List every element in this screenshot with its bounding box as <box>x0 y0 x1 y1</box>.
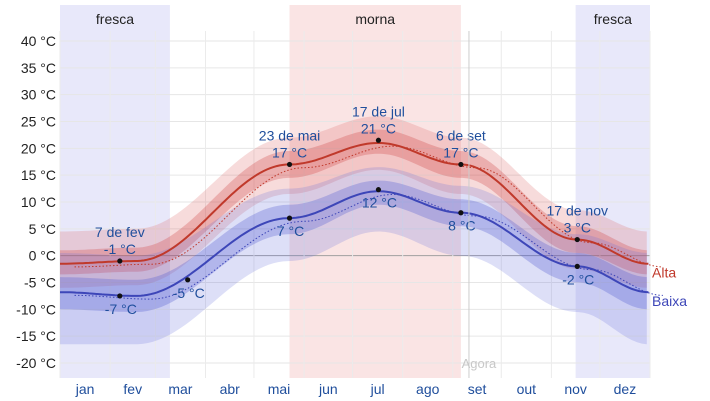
season-label-2: fresca <box>594 11 632 27</box>
band-wide-alta <box>60 116 647 288</box>
y-tick-9: -5 °C <box>24 275 56 291</box>
season-label-0: fresca <box>96 11 134 27</box>
series-dotted-alta <box>74 145 663 268</box>
x-tick-dez: dez <box>614 381 637 397</box>
y-tick-5: 15 °C <box>21 167 56 183</box>
annotation-point-1 <box>117 293 123 299</box>
x-tick-ago: ago <box>416 381 440 397</box>
x-tick-abr: abr <box>220 381 241 397</box>
annotation-point-8 <box>458 210 464 216</box>
annotation-value-7: 17 °C <box>443 144 478 160</box>
x-tick-jul: jul <box>370 381 385 397</box>
x-tick-nov: nov <box>564 381 587 397</box>
annotation-point-9 <box>574 236 580 243</box>
now-marker: Agora <box>462 31 497 378</box>
annotation-point-0 <box>117 258 123 264</box>
band-wide-baixa <box>60 167 647 345</box>
annotation-date-3: 23 de mai <box>259 127 320 143</box>
season-band-2 <box>575 5 650 378</box>
annotation-value-0: -1 °C <box>104 241 136 257</box>
x-tick-fev: fev <box>123 381 142 397</box>
x-axis-month-ticks: jan fev mar abr mai jun jul ago set out nov dez <box>75 381 637 397</box>
annotation-value-3: 17 °C <box>272 144 307 160</box>
y-tick-12: -20 °C <box>16 355 56 371</box>
x-tick-out: out <box>517 381 537 397</box>
y-tick-6: 10 °C <box>21 194 56 210</box>
annotation-point-2 <box>185 277 191 283</box>
y-tick-11: -15 °C <box>16 328 56 344</box>
annotation-value-9: 3 °C <box>564 220 591 236</box>
annotation-value-4: 7 °C <box>277 223 304 239</box>
annotation-date-9: 17 de nov <box>547 203 609 219</box>
y-tick-7: 5 °C <box>29 221 56 237</box>
x-tick-mai: mai <box>268 381 291 397</box>
annotation-point-7 <box>458 161 464 168</box>
y-axis-ticks: 40 °C 35 °C 30 °C 25 °C 20 °C 15 °C 10 °C 5 °C 0… <box>16 33 56 371</box>
annotation-value-2: -5 °C <box>173 285 205 301</box>
series-line-baixa <box>60 190 649 297</box>
x-tick-jun: jun <box>318 381 338 397</box>
annotation-value-6: 12 °C <box>362 195 397 211</box>
annotation-value-10: -2 °C <box>562 271 594 287</box>
annotation-value-5: 21 °C <box>361 120 396 136</box>
annotation-date-0: 7 de fev <box>95 224 145 240</box>
series-line-alta <box>60 142 649 265</box>
annotation-point-4 <box>286 215 293 221</box>
x-tick-jan: jan <box>75 381 95 397</box>
annotation-point-10 <box>574 263 580 269</box>
legend: Alta Baixa <box>652 265 687 309</box>
now-label: Agora <box>462 356 497 371</box>
series-lines <box>60 142 663 300</box>
band-narrow-baixa <box>60 180 647 312</box>
annotation-point-5 <box>375 137 382 143</box>
legend-alta: Alta <box>652 265 676 281</box>
season-label-1: morna <box>355 11 395 27</box>
annotation-value-8: 8 °C <box>448 218 475 234</box>
y-tick-3: 25 °C <box>21 114 56 130</box>
annotation-point-6 <box>375 187 382 193</box>
y-tick-0: 40 °C <box>21 33 56 49</box>
season-band-0 <box>60 5 170 378</box>
y-tick-2: 30 °C <box>21 87 56 103</box>
series-dotted-baixa <box>74 194 663 300</box>
annotation-point-3 <box>286 161 293 168</box>
annotation-date-5: 17 de jul <box>352 103 405 119</box>
y-tick-10: -10 °C <box>16 301 56 317</box>
legend-baixa: Baixa <box>652 293 687 309</box>
annotation-value-1: -7 °C <box>105 301 137 317</box>
x-tick-set: set <box>468 381 487 397</box>
y-tick-1: 35 °C <box>21 60 56 76</box>
y-tick-8: 0 °C <box>29 248 56 264</box>
annotation-date-7: 6 de set <box>436 127 486 143</box>
x-tick-mar: mar <box>168 381 192 397</box>
y-tick-4: 20 °C <box>21 140 56 156</box>
